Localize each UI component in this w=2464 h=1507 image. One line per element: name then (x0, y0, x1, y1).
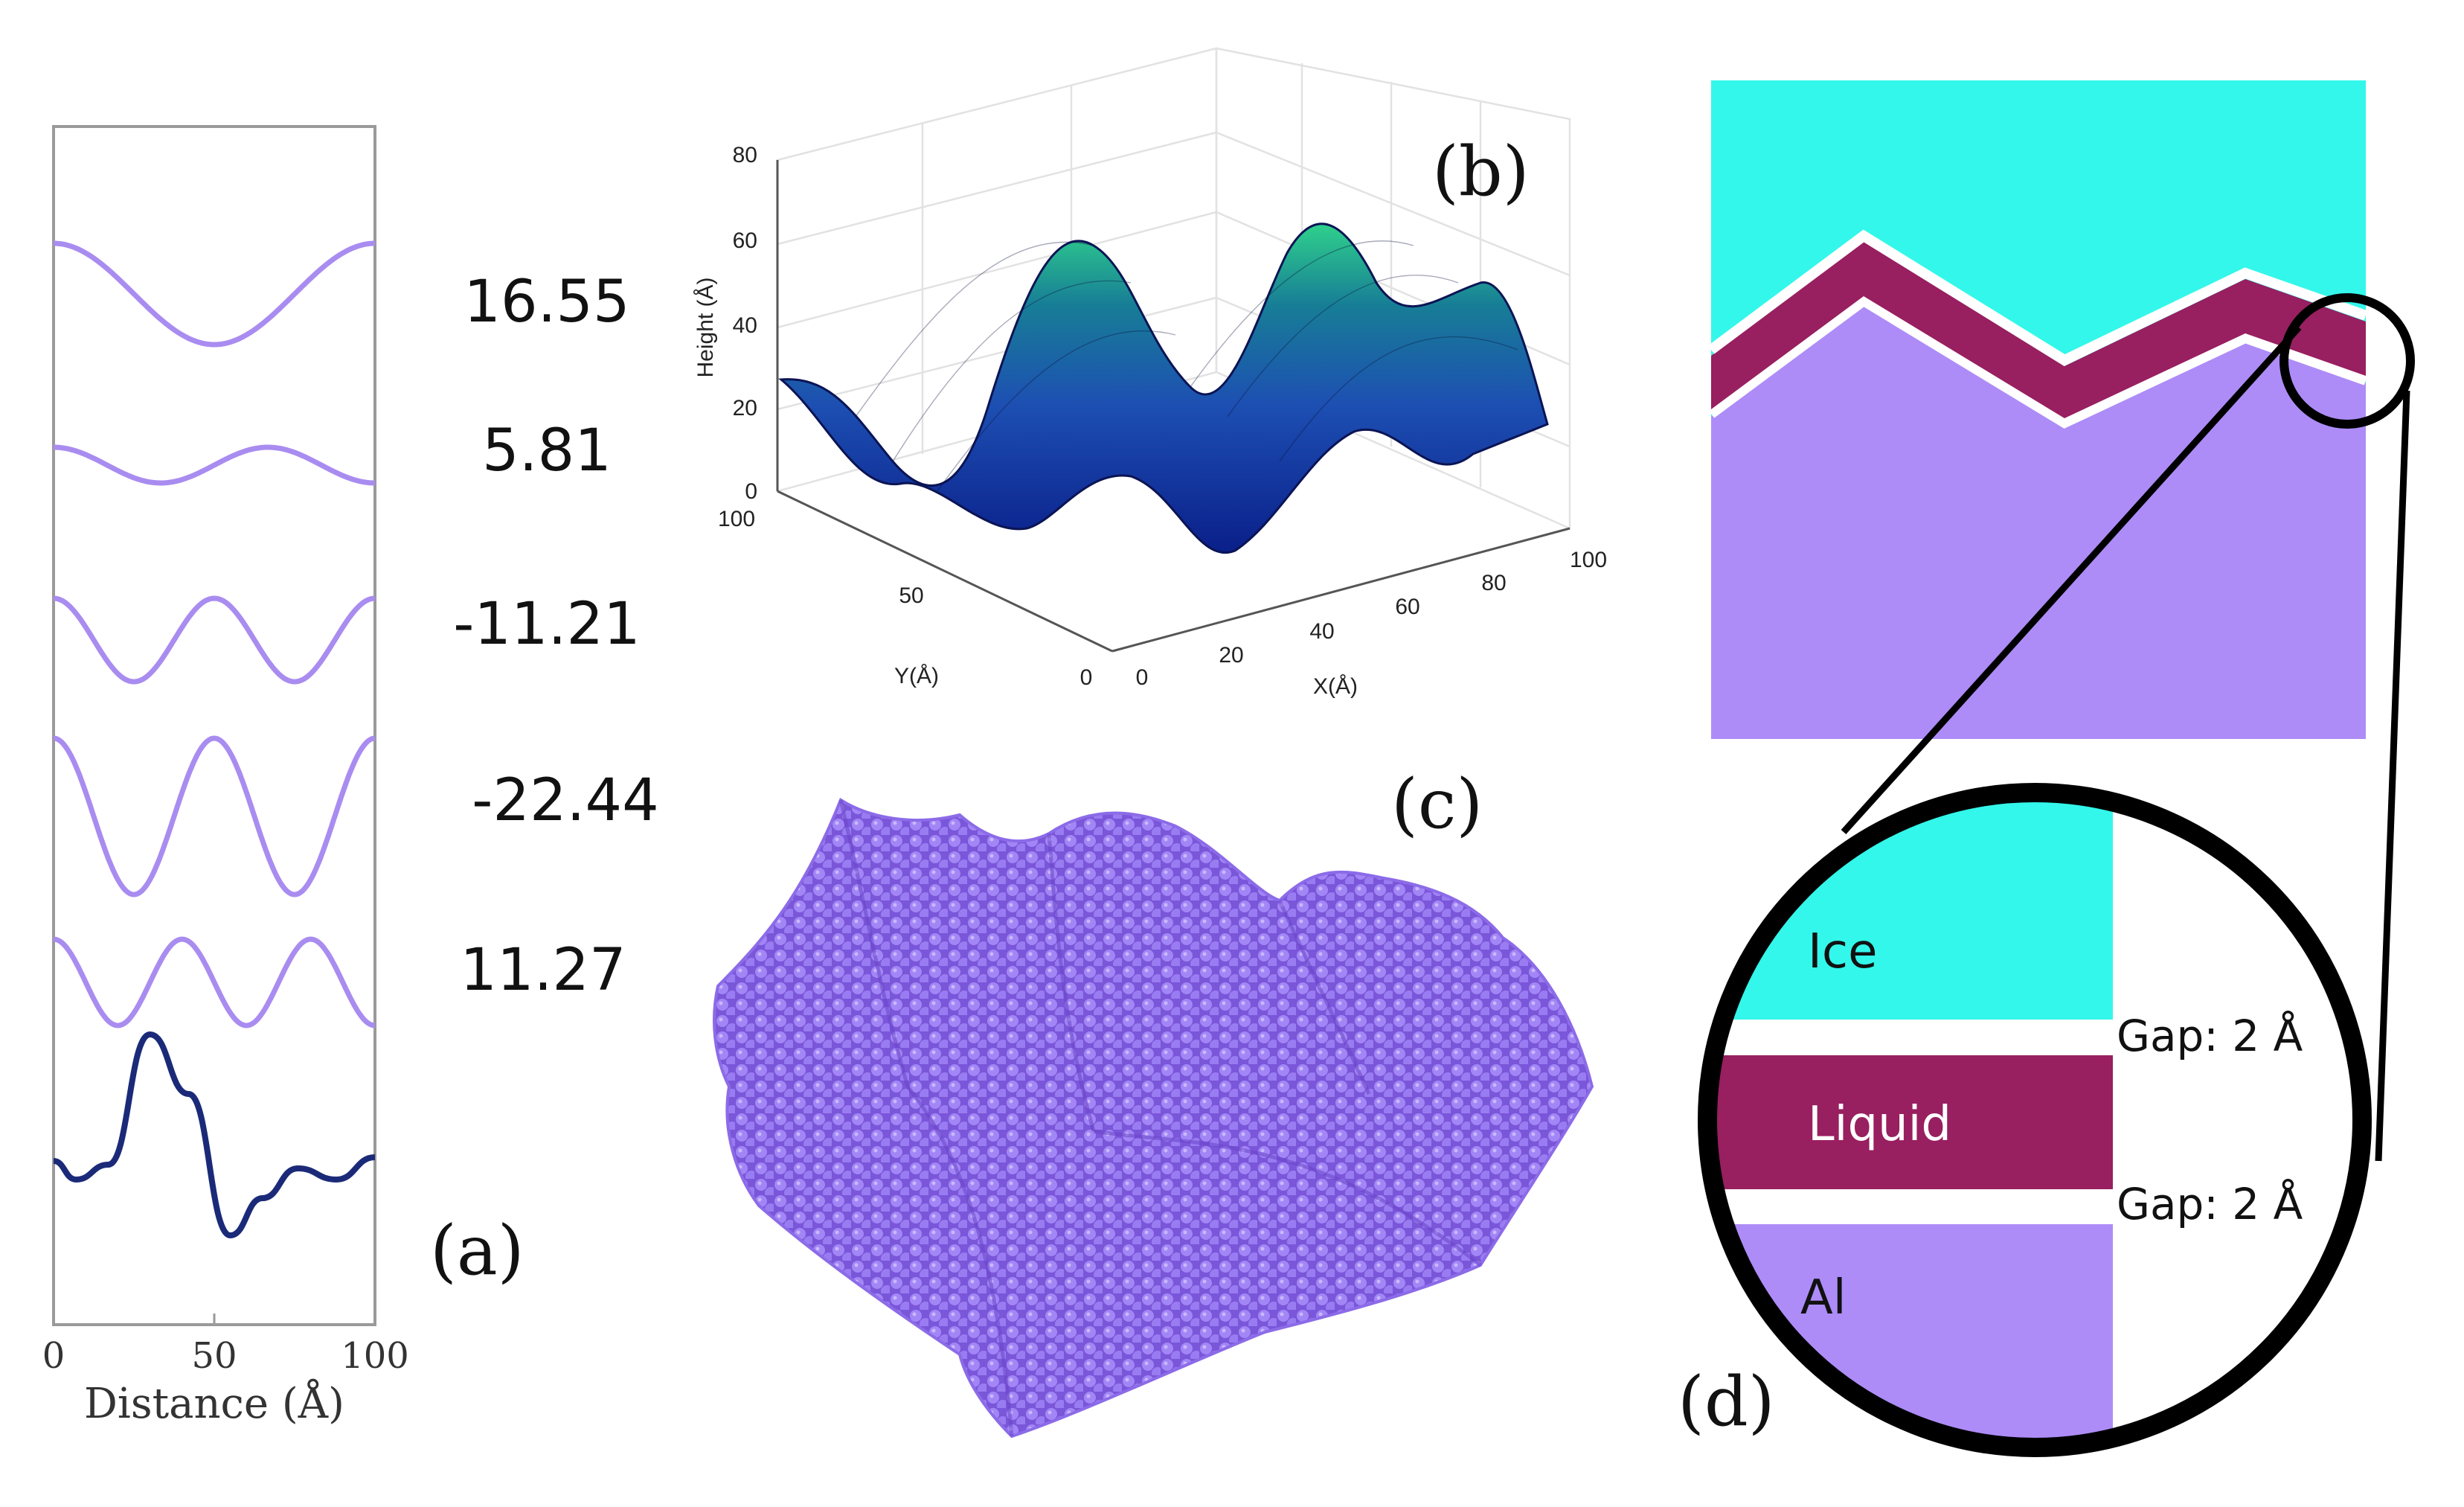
panel-a-plot-frame (52, 125, 376, 1326)
panel-b-xtick-80: 80 (1481, 571, 1506, 595)
panel-b-ztick-0: 0 (745, 479, 757, 504)
summed-profile-wave (53, 1031, 376, 1239)
panel-b-label: (b) (1432, 132, 1530, 211)
al-region (1711, 304, 2366, 739)
panel-d: Ice Liquid Al Gap: 2 Å Gap: 2 Å (d) (1678, 80, 2415, 1457)
zoom-marker-circle (2279, 293, 2415, 429)
amplitude-label: 11.27 (460, 937, 626, 1004)
component-wave (53, 936, 376, 1028)
panel-b-ytick-0: 0 (1080, 665, 1093, 690)
panel-a-xtick-0: 0 (42, 1335, 65, 1377)
component-wave (53, 735, 376, 898)
panel-b-xtick-40: 40 (1309, 619, 1334, 644)
panel-b-ztick-80: 80 (733, 143, 757, 167)
panel-c: (c) (713, 764, 1594, 1439)
atomic-slab (713, 798, 1594, 1439)
panel-b-ytick-100: 100 (718, 507, 755, 531)
panel-b-ytick-50: 50 (899, 583, 923, 608)
gap-label-top: Gap: 2 Å (2117, 1010, 2303, 1061)
panel-a-xtick-50: 50 (191, 1335, 237, 1377)
component-wave (54, 444, 375, 486)
amplitude-label: -11.21 (453, 591, 640, 658)
liquid-layer (1707, 1055, 2113, 1189)
ice-label: Ice (1808, 924, 1877, 979)
panel-b-xtick-0: 0 (1136, 665, 1149, 690)
panel-a-xlabel: Distance (Å) (84, 1378, 344, 1428)
amplitude-label: -22.44 (472, 767, 658, 834)
gap-upper (1707, 229, 2368, 366)
panel-d-label: (d) (1678, 1362, 1775, 1442)
panel-b-ztick-40: 40 (733, 313, 757, 338)
zoom-circle (1698, 783, 2372, 1457)
liquid-label: Liquid (1808, 1097, 1951, 1152)
panel-b-ztick-60: 60 (733, 228, 757, 253)
gap-label-bottom: Gap: 2 Å (2117, 1178, 2303, 1229)
panel-a-xtick-100: 100 (341, 1335, 409, 1377)
amplitude-label: 16.55 (463, 269, 629, 336)
panel-b-ztick-20: 20 (733, 396, 757, 420)
liquid-region (1711, 242, 2366, 418)
panel-a-waves (53, 240, 376, 1239)
panel-b-xtick-60: 60 (1395, 595, 1419, 619)
panel-b-xtick-100: 100 (1570, 548, 1607, 572)
amplitude-label: 5.81 (482, 417, 612, 484)
panel-b-xtick-20: 20 (1219, 643, 1243, 668)
al-label: Al (1800, 1270, 1847, 1325)
panel-b-xlabel: X(Å) (1313, 674, 1358, 699)
height-surface (778, 223, 1549, 554)
panel-b-ylabel: Y(Å) (894, 664, 939, 688)
panel-b-zlabel: Height (Å) (693, 277, 718, 377)
panel-a: 0 50 100 Distance (Å) 16.55 5.81 -11.21 … (42, 125, 659, 1428)
component-wave (54, 240, 375, 348)
panel-a-label: (a) (430, 1211, 524, 1290)
component-wave (53, 595, 376, 685)
panel-c-label: (c) (1391, 764, 1483, 844)
panel-b: 80 60 40 20 0 Height (Å) 100 50 0 Y(Å) 0… (693, 47, 1607, 699)
